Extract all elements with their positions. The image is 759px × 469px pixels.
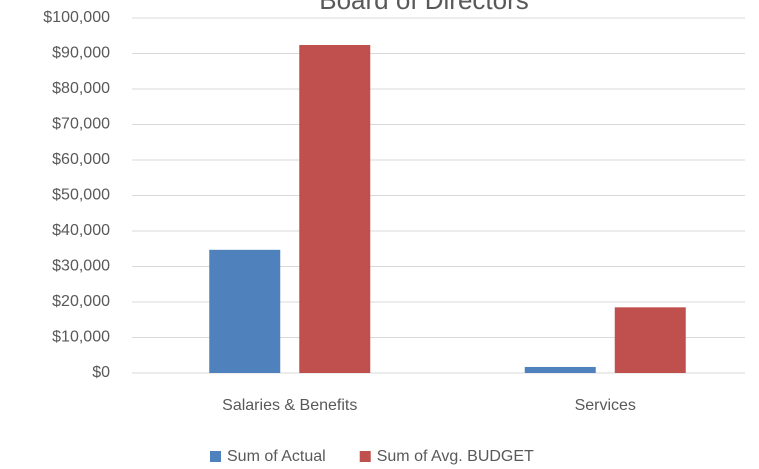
- y-tick-label: $60,000: [52, 151, 110, 168]
- y-tick-label: $90,000: [52, 45, 110, 62]
- y-tick-label: $80,000: [52, 80, 110, 97]
- y-tick-label: $40,000: [52, 222, 110, 239]
- legend-swatch: [359, 451, 371, 462]
- legend-label: Sum of Actual: [227, 448, 326, 465]
- y-tick-label: $70,000: [52, 116, 110, 133]
- bar: [614, 307, 686, 373]
- y-tick-label: $20,000: [52, 293, 110, 310]
- legend-swatch: [210, 451, 221, 462]
- y-tick-label: $0: [92, 364, 110, 381]
- x-tick-label: Salaries & Benefits: [222, 397, 357, 414]
- legend-label: Sum of Avg. BUDGET: [377, 448, 534, 465]
- bar: [209, 249, 281, 373]
- y-tick-label: $50,000: [52, 187, 110, 204]
- y-tick-label: $10,000: [52, 329, 110, 346]
- y-tick-label: $100,000: [43, 9, 110, 26]
- bar: [524, 366, 596, 373]
- x-tick-label: Services: [575, 397, 636, 414]
- bar: [299, 44, 371, 373]
- chart-title: Board of Directors: [319, 0, 529, 15]
- y-tick-label: $30,000: [52, 258, 110, 275]
